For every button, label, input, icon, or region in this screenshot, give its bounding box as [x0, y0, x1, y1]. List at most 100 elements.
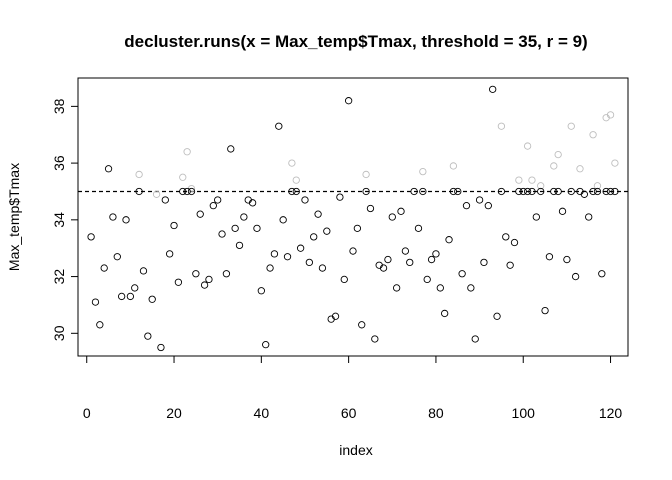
declustered-point [296, 244, 305, 252]
declustered-point [462, 202, 471, 210]
declustered-point [567, 187, 575, 196]
declustered-point [301, 196, 309, 204]
removed-point [528, 176, 536, 184]
declustered-point [532, 213, 540, 221]
declustered-point [393, 284, 401, 292]
declustered-point [366, 204, 375, 213]
declustered-point [240, 213, 248, 221]
declustered-point [611, 187, 619, 196]
declustered-point [113, 253, 121, 261]
declustered-point [279, 216, 287, 224]
chart-title: decluster.runs(x = Max_temp$Tmax, thresh… [124, 32, 587, 51]
declustered-point [545, 253, 554, 261]
removed-point [550, 162, 558, 170]
y-tick-label: 36 [51, 155, 67, 171]
declustered-point [423, 275, 431, 284]
declustered-point [414, 224, 423, 232]
declustered-point [480, 258, 488, 267]
removed-point [497, 122, 506, 130]
declustered-point [122, 216, 130, 224]
y-axis-label: Max_temp$Tmax [6, 163, 22, 271]
removed-point [606, 111, 615, 119]
declustered-point [340, 275, 348, 284]
declustered-point [344, 97, 353, 105]
removed-point [567, 122, 575, 130]
declustered-point [589, 187, 597, 196]
declustered-point [493, 312, 501, 320]
removed-point [589, 131, 597, 139]
declustered-point [606, 187, 615, 196]
removed-point [362, 170, 370, 179]
declustered-point [183, 187, 191, 196]
x-tick-label: 40 [254, 405, 270, 421]
declustered-point [401, 247, 410, 255]
declustered-point [558, 207, 567, 215]
declustered-point [157, 343, 165, 352]
declustered-point [427, 255, 436, 264]
declustered-point [484, 202, 492, 210]
declustered-point [139, 267, 148, 275]
declustered-point [379, 264, 388, 272]
declustered-point [410, 187, 418, 196]
removed-point [135, 170, 143, 179]
declustered-point [388, 213, 396, 221]
declustered-point [353, 224, 362, 232]
declustered-point [179, 187, 187, 196]
declustered-point [118, 292, 126, 301]
x-tick-label: 0 [83, 405, 91, 421]
removed-point [183, 148, 191, 156]
declustered-point [222, 270, 231, 278]
removed-point [292, 176, 300, 184]
declustered-point [602, 187, 610, 196]
declustered-point [541, 306, 549, 315]
removed-point [449, 162, 458, 170]
declustered-point [187, 187, 196, 196]
y-tick-label: 34 [51, 212, 67, 228]
declustered-point [209, 202, 217, 210]
removed-point [419, 167, 427, 176]
plot-frame [77, 77, 629, 357]
removed-point [593, 182, 602, 190]
declustered-point [515, 187, 523, 196]
removed-point [537, 182, 545, 190]
declustered-point [467, 284, 475, 292]
declustered-point [331, 312, 340, 320]
declustered-point [571, 272, 580, 281]
declustered-point [528, 187, 536, 196]
declustered-point [196, 210, 204, 218]
removed-point [515, 176, 523, 184]
x-tick-label: 120 [599, 405, 623, 421]
declustered-point [362, 187, 370, 196]
declustered-point [323, 227, 331, 235]
y-tick-label: 30 [51, 325, 67, 341]
declustered-point [537, 187, 545, 196]
declustered-point [262, 341, 270, 349]
removed-point [179, 173, 187, 181]
declustered-point [510, 238, 519, 247]
x-axis: 0 20 40 60 80 100 120 [83, 355, 623, 421]
declustered-point [253, 224, 261, 232]
declustered-point [358, 321, 366, 329]
declustered-point [436, 284, 444, 292]
x-tick-label: 60 [341, 405, 357, 421]
declustered-point [580, 190, 588, 198]
declustered-point [397, 207, 405, 215]
declustered-point [166, 250, 174, 258]
declustered-point [109, 213, 117, 221]
declustered-point [445, 236, 453, 244]
declustered-point [248, 199, 257, 207]
x-tick-label: 80 [428, 405, 444, 421]
declustered-point [270, 250, 279, 258]
removed-point [288, 159, 296, 167]
x-tick-label: 100 [512, 405, 536, 421]
declustered-point [318, 264, 327, 272]
declustered-point [170, 221, 178, 230]
declustered-point [131, 284, 139, 292]
declustered-point [349, 247, 357, 255]
removed-point [611, 159, 619, 167]
declustered-point [471, 335, 479, 343]
declustered-points [87, 85, 619, 352]
removed-point [523, 142, 532, 150]
declustered-point [148, 295, 156, 303]
